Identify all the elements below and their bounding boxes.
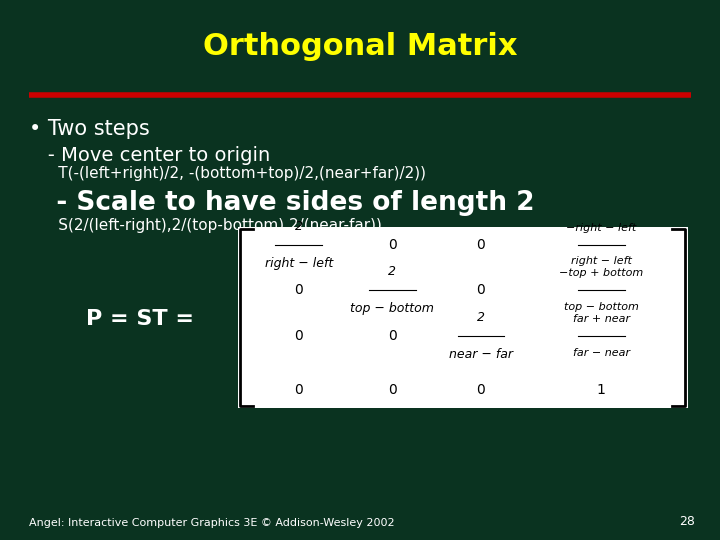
- Text: 0: 0: [388, 329, 397, 343]
- Text: - Scale to have sides of length 2: - Scale to have sides of length 2: [29, 190, 534, 216]
- Bar: [238, 227, 688, 408]
- Text: top − bottom: top − bottom: [564, 302, 639, 312]
- Text: 1: 1: [597, 383, 606, 397]
- Text: near − far: near − far: [449, 348, 513, 361]
- Text: 0: 0: [294, 283, 303, 297]
- Text: 2: 2: [477, 311, 485, 324]
- Text: 0: 0: [388, 383, 397, 397]
- Text: −top + bottom: −top + bottom: [559, 268, 644, 278]
- Text: right − left: right − left: [265, 256, 333, 269]
- Text: 28: 28: [679, 515, 695, 528]
- Text: S(2/(left-right),2/(top-bottom),2/(near-far)): S(2/(left-right),2/(top-bottom),2/(near-…: [29, 218, 382, 233]
- Text: 0: 0: [477, 383, 485, 397]
- Text: 0: 0: [294, 329, 303, 343]
- Text: Angel: Interactive Computer Graphics 3E © Addison-Wesley 2002: Angel: Interactive Computer Graphics 3E …: [29, 518, 395, 528]
- Text: −right − left: −right − left: [566, 222, 636, 233]
- Text: 0: 0: [477, 283, 485, 297]
- Text: 0: 0: [294, 383, 303, 397]
- Text: right − left: right − left: [571, 256, 631, 267]
- Text: far − near: far − near: [572, 348, 630, 358]
- Text: far + near: far + near: [572, 314, 630, 324]
- Text: 0: 0: [477, 238, 485, 252]
- Text: 2: 2: [294, 220, 303, 233]
- Text: P = ST =: P = ST =: [86, 308, 194, 329]
- Text: top − bottom: top − bottom: [351, 302, 434, 315]
- Text: 2: 2: [388, 265, 397, 278]
- Text: T(-(left+right)/2, -(bottom+top)/2,(near+far)/2)): T(-(left+right)/2, -(bottom+top)/2,(near…: [29, 166, 426, 181]
- Text: • Two steps: • Two steps: [29, 119, 150, 139]
- Text: 0: 0: [388, 238, 397, 252]
- Text: Orthogonal Matrix: Orthogonal Matrix: [203, 32, 517, 62]
- Text: - Move center to origin: - Move center to origin: [29, 146, 270, 165]
